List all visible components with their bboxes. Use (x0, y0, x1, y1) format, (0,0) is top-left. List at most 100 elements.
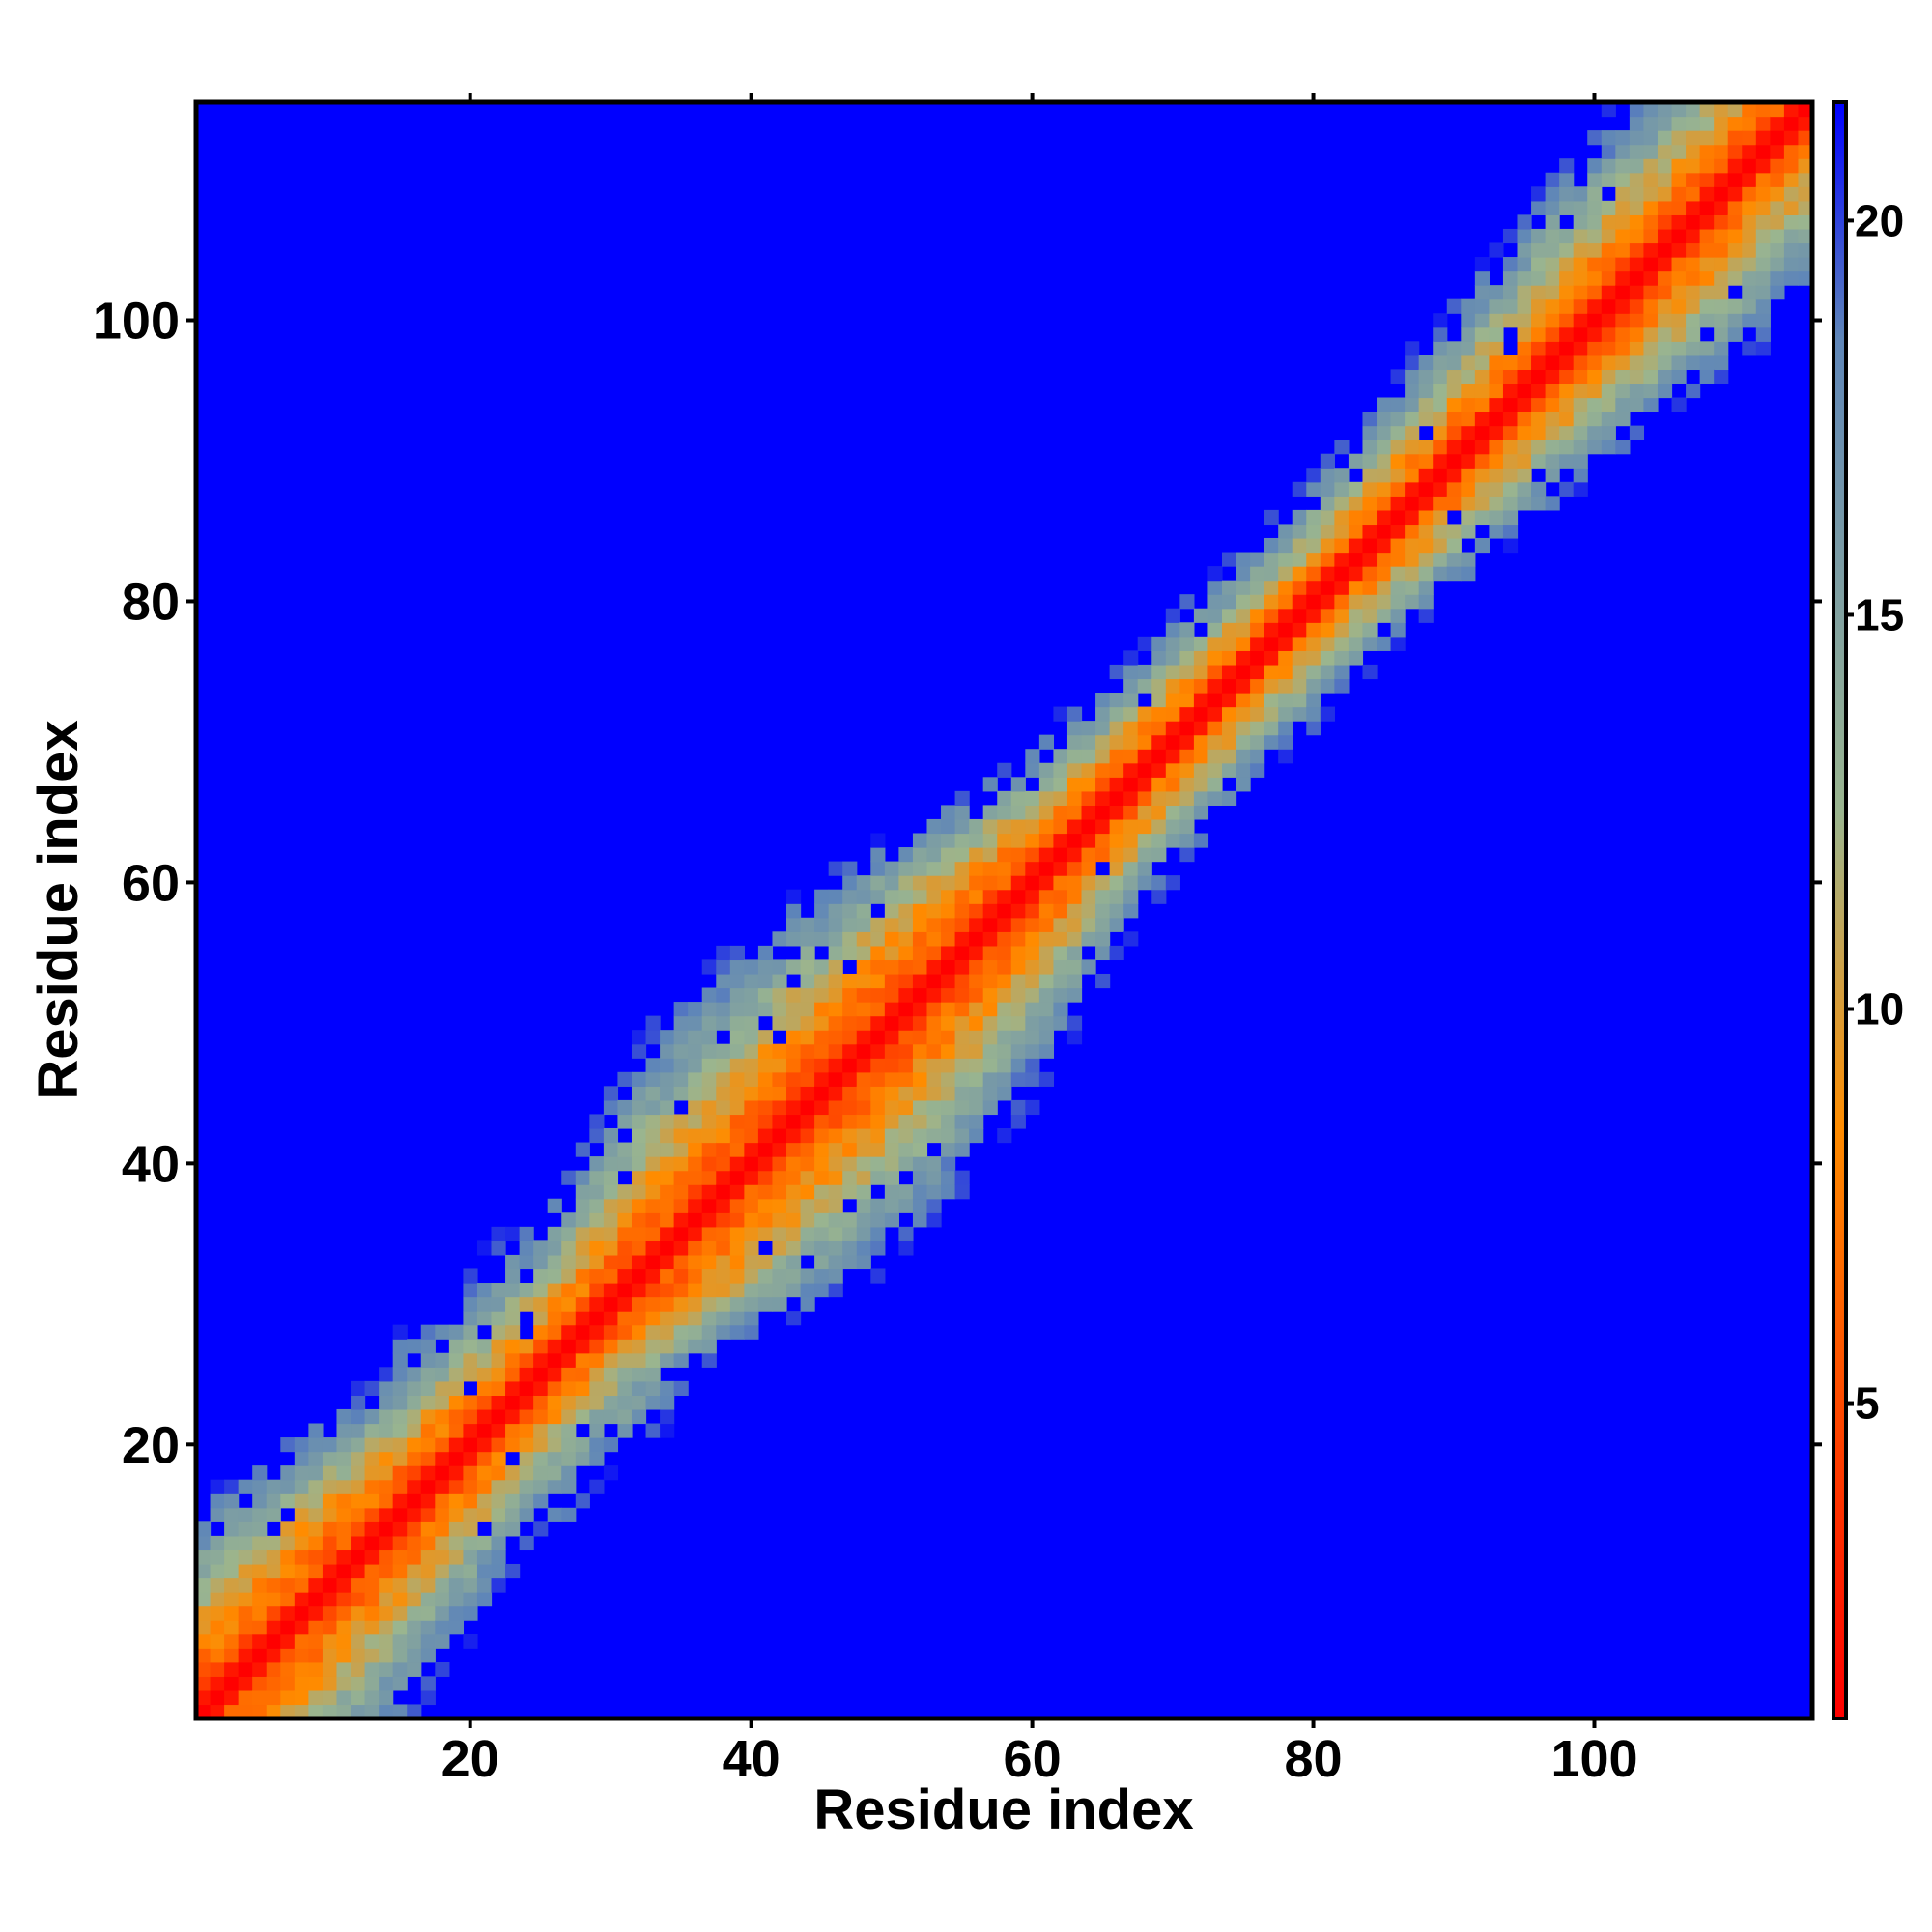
heatmap-cell (379, 1479, 394, 1494)
heatmap-cell (448, 1395, 465, 1410)
heatmap-cell (252, 1704, 268, 1719)
heatmap-cell (757, 1043, 774, 1059)
heatmap-cell (448, 1423, 465, 1438)
heatmap-cell (744, 1268, 759, 1284)
heatmap-cell (1221, 594, 1237, 610)
heatmap-cell (856, 1198, 871, 1213)
heatmap-cell (660, 1058, 675, 1073)
heatmap-cell (364, 1620, 380, 1635)
heatmap-cell (1615, 369, 1631, 384)
heatmap-cell (1151, 762, 1167, 778)
heatmap-cell (238, 1605, 253, 1621)
heatmap-cell (407, 1704, 422, 1719)
heatmap-cell (617, 1240, 633, 1256)
heatmap-cell (1418, 412, 1434, 427)
heatmap-cell (982, 818, 998, 835)
heatmap-cell (701, 1002, 717, 1017)
heatmap-cell (1151, 678, 1167, 694)
heatmap-cell (210, 1704, 225, 1719)
heatmap-cell (912, 1071, 928, 1087)
heatmap-cell (1025, 973, 1040, 989)
heatmap-cell (1783, 144, 1800, 159)
heatmap-cell (898, 889, 914, 904)
heatmap-cell (1545, 369, 1560, 384)
heatmap-cell (1755, 341, 1771, 356)
heatmap-cell (463, 1605, 478, 1621)
heatmap-cell (645, 1339, 661, 1354)
heatmap-cell (1671, 257, 1687, 272)
heatmap-cell (1601, 397, 1616, 412)
heatmap-cell (476, 1367, 493, 1382)
heatmap-cell (744, 1030, 759, 1045)
heatmap-cell (954, 1043, 970, 1059)
heatmap-cell (463, 1507, 478, 1522)
heatmap-cell (1095, 875, 1111, 891)
heatmap-cell (1038, 861, 1055, 876)
heatmap-cell (814, 1142, 830, 1157)
heatmap-cell (1686, 242, 1701, 258)
heatmap-cell (870, 847, 886, 863)
heatmap-cell (1686, 257, 1701, 272)
heatmap-cell (603, 1086, 619, 1101)
heatmap-cell (1109, 875, 1124, 891)
heatmap-cell (407, 1507, 422, 1522)
heatmap-cell (280, 1493, 296, 1509)
heatmap-cell (1165, 636, 1180, 651)
heatmap-cell (1334, 650, 1350, 666)
heatmap-cell (476, 1240, 493, 1256)
heatmap-cell (1502, 537, 1519, 554)
heatmap-cell (660, 1240, 675, 1256)
heatmap-cell (589, 1240, 605, 1256)
heatmap-cell (519, 1367, 534, 1382)
heatmap-cell (351, 1479, 366, 1494)
heatmap-cell (1461, 341, 1476, 356)
heatmap-cell (1292, 566, 1307, 582)
heatmap-cell (645, 1367, 661, 1382)
heatmap-cell (800, 1142, 815, 1157)
heatmap-cell (744, 1226, 759, 1241)
heatmap-cell (1783, 242, 1800, 258)
heatmap-cell (308, 1592, 324, 1607)
heatmap-cell (617, 1296, 633, 1312)
heatmap-cell (322, 1549, 338, 1565)
heatmap-cell (196, 1620, 212, 1635)
heatmap-cell (1334, 622, 1350, 638)
heatmap-cell (1405, 341, 1420, 356)
heatmap-cell (238, 1620, 253, 1635)
heatmap-cell (252, 1592, 268, 1607)
heatmap-cell (729, 1184, 745, 1200)
heatmap-cell (1081, 734, 1096, 750)
heatmap-cell (196, 1549, 212, 1565)
heatmap-cell (238, 1690, 253, 1706)
heatmap-cell (729, 1268, 745, 1284)
heatmap-cell (1783, 172, 1800, 187)
heatmap-cell (884, 1086, 899, 1101)
heatmap-cell (505, 1226, 521, 1241)
heatmap-cell (1405, 468, 1420, 483)
heatmap-cell (912, 931, 928, 947)
heatmap-cell (645, 1240, 661, 1256)
heatmap-cell (1671, 172, 1687, 187)
heatmap-cell (729, 1170, 745, 1185)
heatmap-cell (533, 1380, 549, 1396)
heatmap-cell (1714, 200, 1729, 215)
heatmap-cell (322, 1563, 338, 1579)
heatmap-cell (1053, 1002, 1068, 1017)
heatmap-cell (1489, 369, 1504, 384)
heatmap-cell (786, 1156, 802, 1172)
heatmap-cell (519, 1493, 534, 1509)
heatmap-cell (954, 1002, 970, 1017)
heatmap-cell (322, 1690, 338, 1706)
heatmap-cell (1292, 608, 1307, 623)
heatmap-cell (1587, 355, 1603, 371)
heatmap-cell (617, 1324, 633, 1340)
heatmap-cell (997, 833, 1012, 848)
heatmap-cell (1081, 917, 1096, 932)
heatmap-cell (1306, 552, 1321, 567)
heatmap-cell (364, 1479, 380, 1494)
heatmap-cell (1066, 987, 1083, 1003)
heatmap-cell (884, 973, 899, 989)
heatmap-cell (645, 1254, 661, 1270)
heatmap-cell (1179, 622, 1195, 638)
